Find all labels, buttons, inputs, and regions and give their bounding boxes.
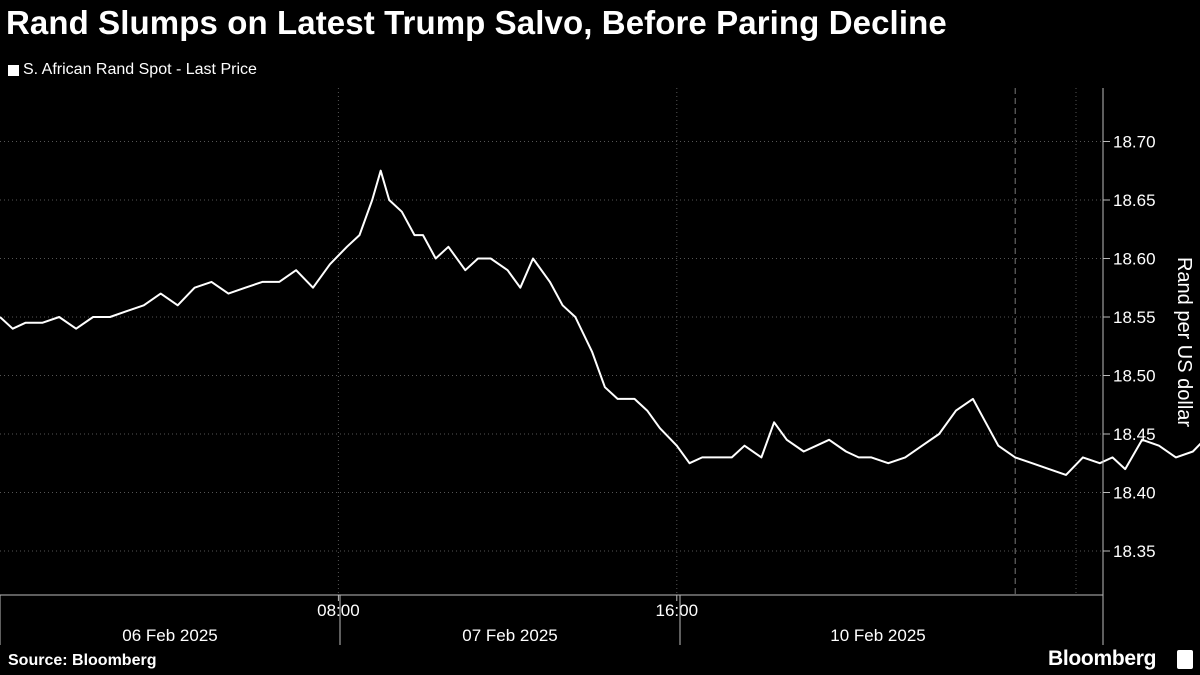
x-date-label: 06 Feb 2025 xyxy=(122,626,217,645)
chart-title: Rand Slumps on Latest Trump Salvo, Befor… xyxy=(6,4,947,41)
y-tick-label: 18.40 xyxy=(1113,484,1156,503)
y-tick-label: 18.70 xyxy=(1113,133,1156,152)
x-date-label: 10 Feb 2025 xyxy=(830,626,925,645)
y-tick-label: 18.60 xyxy=(1113,250,1156,269)
legend-swatch xyxy=(8,64,19,76)
bloomberg-logo: Bloomberg xyxy=(1048,647,1157,670)
x-date-label: 07 Feb 2025 xyxy=(462,626,557,645)
y-axis-title: Rand per US dollar xyxy=(1173,257,1195,427)
legend: S. African Rand Spot - Last Price xyxy=(8,61,257,79)
y-tick-label: 18.55 xyxy=(1113,308,1156,327)
series-line-rand-spot xyxy=(0,169,1200,476)
y-tick-label: 18.65 xyxy=(1113,191,1156,210)
x-tick-label: 16:00 xyxy=(656,601,699,620)
legend-label: S. African Rand Spot - Last Price xyxy=(23,61,257,78)
y-tick-label: 18.50 xyxy=(1113,367,1156,386)
y-tick-label: 18.35 xyxy=(1113,542,1156,561)
y-tick-label: 18.45 xyxy=(1113,425,1156,444)
bloomberg-terminal-icon xyxy=(1177,650,1193,669)
source-note: Source: Bloomberg xyxy=(8,652,157,669)
x-tick-label: 08:00 xyxy=(317,601,360,620)
